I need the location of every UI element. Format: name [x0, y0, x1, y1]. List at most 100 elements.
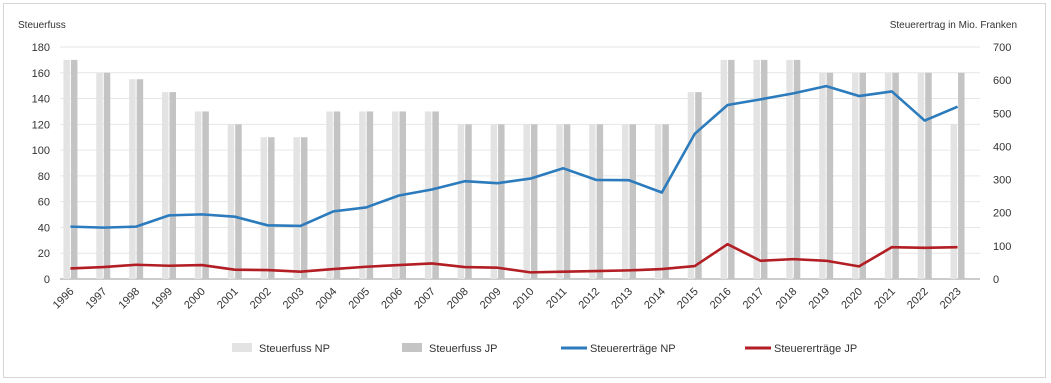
- y-tick-labels: 0 20 40 60 80 100 120 140 160 180: [32, 42, 50, 286]
- x-tick-label: 1997: [84, 286, 110, 312]
- legend-label: Steuererträge NP: [590, 343, 676, 355]
- bar-steuerfuss-jp: [235, 124, 242, 279]
- bar-steuerfuss-np: [917, 72, 925, 280]
- bar-steuerfuss-jp: [268, 137, 275, 279]
- line-steuererträge-jp: [70, 242, 958, 274]
- y2-tick-labels: 0 100 200 300 400 500 600 700: [993, 42, 1011, 286]
- x-tick-label: 2002: [248, 286, 274, 312]
- x-tick-label: 2020: [839, 286, 865, 312]
- bar-steuerfuss-np: [852, 72, 859, 280]
- bar-steuerfuss-np: [293, 137, 300, 279]
- x-tick-label: 2011: [544, 286, 569, 311]
- legend-swatch: [232, 343, 252, 352]
- bar-steuerfuss-np: [490, 124, 498, 279]
- x-tick-label: 2010: [511, 286, 537, 312]
- bar-steuerfuss-np: [556, 124, 563, 279]
- y-tick-label: 140: [32, 94, 50, 106]
- bar-steuerfuss-np: [63, 59, 70, 280]
- y-tick-label: 20: [38, 248, 50, 260]
- bar-steuerfuss-jp: [366, 111, 374, 279]
- y2-tick-label: 100: [993, 241, 1011, 253]
- x-tick-label: 2021: [872, 286, 898, 312]
- x-tick-label: 2013: [609, 286, 635, 312]
- x-tick-label: 2005: [346, 286, 372, 312]
- x-tick-label: 2022: [905, 286, 931, 312]
- y-tick-label: 160: [32, 68, 50, 80]
- x-tick-label: 1998: [116, 286, 142, 312]
- line-steuererträge-np: [70, 84, 959, 229]
- bars-group: [63, 59, 965, 280]
- legend: Steuerfuss NP Steuerfuss JP Steuererträge …: [232, 343, 857, 355]
- bar-steuerfuss-jp: [958, 72, 965, 280]
- bar-steuerfuss-jp: [563, 124, 571, 279]
- y2-tick-label: 700: [993, 42, 1011, 54]
- y2-tick-label: 300: [993, 175, 1011, 187]
- bar-steuerfuss-jp: [465, 124, 472, 279]
- legend-swatch: [402, 343, 422, 352]
- bar-steuerfuss-jp: [892, 72, 899, 280]
- y2-tick-label: 200: [993, 208, 1011, 220]
- bar-steuerfuss-np: [753, 59, 760, 280]
- bar-steuerfuss-jp: [530, 124, 538, 279]
- x-tick-label: 2019: [806, 286, 832, 312]
- bar-steuerfuss-np: [424, 111, 432, 279]
- legend-label: Steuererträge JP: [774, 343, 857, 355]
- x-tick-label: 2003: [281, 286, 307, 312]
- bar-steuerfuss-np: [819, 72, 826, 280]
- bar-steuerfuss-np: [227, 124, 235, 279]
- bar-steuerfuss-jp: [826, 72, 834, 280]
- lines-group: [70, 84, 959, 274]
- x-tick-label: 1996: [51, 286, 77, 312]
- bar-steuerfuss-np: [523, 124, 530, 279]
- bar-steuerfuss-jp: [70, 59, 78, 280]
- y-axis-label: Steuerfuss: [18, 20, 66, 31]
- y-tick-label: 0: [44, 274, 50, 286]
- x-tick-label: 2004: [314, 286, 340, 312]
- y-tick-label: 60: [38, 197, 50, 209]
- legend-label: Steuerfuss NP: [259, 343, 330, 355]
- bar-steuerfuss-jp: [596, 124, 604, 279]
- bar-steuerfuss-np: [622, 124, 629, 279]
- bar-steuerfuss-jp: [300, 137, 308, 279]
- bar-steuerfuss-jp: [333, 111, 341, 279]
- bar-steuerfuss-np: [589, 124, 596, 279]
- y2-axis-label: Steuerertrag in Mio. Franken: [890, 20, 1017, 31]
- bar-steuerfuss-jp: [629, 124, 636, 279]
- y2-tick-label: 0: [993, 274, 999, 286]
- y-tick-label: 180: [32, 42, 50, 54]
- y2-tick-label: 600: [993, 75, 1011, 87]
- bar-steuerfuss-np: [392, 111, 399, 279]
- x-tick-label: 1999: [149, 286, 175, 312]
- bar-steuerfuss-jp: [760, 59, 768, 280]
- bar-steuerfuss-np: [457, 124, 465, 279]
- y-tick-label: 40: [38, 222, 50, 234]
- bar-steuerfuss-jp: [498, 124, 505, 279]
- y2-tick-label: 500: [993, 108, 1011, 120]
- bar-steuerfuss-np: [326, 111, 333, 279]
- x-tick-label: 2016: [708, 286, 734, 312]
- x-tick-label: 2007: [412, 286, 438, 312]
- x-tick-label: 2006: [379, 286, 405, 312]
- bar-steuerfuss-np: [950, 124, 958, 279]
- x-tick-labels: 1996 1997 1998 1999 2000 2001 2002 2003 2004 2005…: [51, 286, 964, 312]
- x-tick-label: 2023: [938, 286, 964, 312]
- y-tick-label: 120: [32, 119, 50, 131]
- bar-steuerfuss-np: [720, 59, 728, 280]
- legend-label: Steuerfuss JP: [429, 343, 497, 355]
- bar-steuerfuss-jp: [432, 111, 439, 279]
- bar-steuerfuss-jp: [859, 72, 866, 280]
- bar-steuerfuss-np: [687, 92, 695, 279]
- bar-steuerfuss-np: [359, 111, 366, 279]
- y-tick-label: 80: [38, 171, 50, 183]
- x-tick-label: 2018: [774, 286, 800, 312]
- x-tick-label: 2001: [215, 286, 241, 312]
- y2-tick-label: 400: [993, 141, 1011, 153]
- bar-steuerfuss-np: [786, 59, 793, 280]
- x-tick-label: 2008: [445, 286, 471, 312]
- bar-steuerfuss-jp: [728, 59, 735, 280]
- bar-steuerfuss-np: [194, 111, 202, 279]
- bar-steuerfuss-jp: [202, 111, 209, 279]
- bar-steuerfuss-np: [884, 72, 892, 280]
- bar-steuerfuss-jp: [925, 72, 932, 280]
